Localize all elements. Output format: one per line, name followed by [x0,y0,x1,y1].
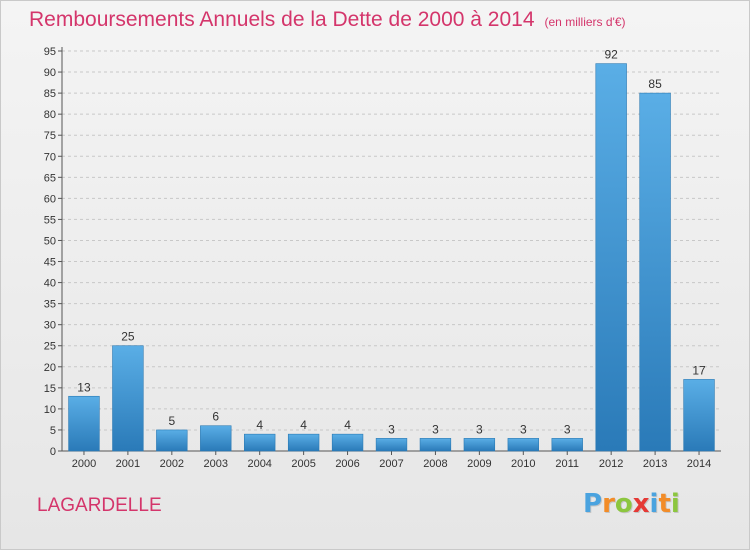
bar-2011 [551,438,583,452]
data-label-2006: 4 [344,418,351,432]
data-label-2011: 3 [564,422,571,436]
proxiti-logo: Proxiti [583,489,680,519]
chart-subtitle: (en milliers d'€) [544,15,626,29]
bar-2002 [156,429,188,452]
logo-letter: r [602,489,615,519]
data-label-2013: 85 [648,77,662,91]
bar-2009 [463,438,496,452]
data-label-2008: 3 [432,422,439,436]
data-label-2009: 3 [476,422,483,436]
x-tick-label: 2005 [291,458,315,470]
chart-title-line: Remboursements Annuels de la Dette de 20… [29,8,626,32]
y-tick-label: 80 [44,109,56,121]
x-tick-label: 2001 [116,458,140,470]
y-tick-label: 70 [44,151,56,163]
x-tick-label: 2009 [467,458,491,470]
data-label-2002: 5 [168,414,175,428]
x-tick-label: 2012 [599,458,623,470]
logo-letter: i [670,489,680,519]
y-tick-label: 25 [44,341,56,353]
bar-2012 [595,63,627,452]
data-label-2005: 4 [300,418,307,432]
x-tick-label: 2008 [423,458,447,470]
data-label-2001: 25 [121,330,135,344]
data-label-2000: 13 [77,380,91,394]
y-tick-label: 55 [44,214,56,226]
bar-2007 [375,438,408,452]
y-tick-label: 0 [50,446,56,458]
commune-name: LAGARDELLE [37,495,162,516]
y-tick-label: 20 [44,362,56,374]
data-labels: 13 25 5 6 4 4 4 3 3 3 3 3 92 85 17 [77,48,706,437]
bars [68,63,715,452]
bar-2010 [507,438,539,452]
y-tick-label: 60 [44,193,56,205]
x-tick-label: 2004 [247,458,271,470]
axes: 0510152025303540455055606570758085909520… [44,46,721,470]
y-tick-label: 45 [44,257,56,269]
x-tick-label: 2000 [72,458,96,470]
logo-letter: o [614,489,633,519]
data-label-2004: 4 [256,418,263,432]
x-tick-label: 2011 [555,458,579,470]
y-tick-label: 10 [44,404,56,416]
y-tick-label: 90 [44,67,56,79]
logo-letter: t [658,489,671,519]
data-label-2003: 6 [212,410,219,424]
y-tick-label: 30 [44,320,56,332]
y-tick-label: 40 [44,278,56,290]
logo-letter: P [583,489,603,519]
bar-2013 [639,92,671,452]
bar-2005 [287,433,320,452]
x-tick-label: 2002 [160,458,184,470]
x-tick-label: 2014 [687,458,711,470]
bar-2008 [419,438,452,452]
y-tick-label: 65 [44,172,56,184]
logo-letter: i [649,489,659,519]
x-tick-label: 2007 [379,458,403,470]
y-tick-label: 95 [44,46,56,58]
bar-2001 [112,345,144,452]
x-tick-label: 2006 [335,458,359,470]
y-tick-label: 5 [50,425,56,437]
data-label-2010: 3 [520,422,527,436]
x-tick-label: 2013 [643,458,667,470]
bar-2006 [331,433,364,452]
y-tick-label: 15 [44,383,56,395]
data-label-2012: 92 [604,48,618,62]
bar-2004 [244,433,276,452]
bar-2003 [200,425,232,452]
y-tick-label: 85 [44,88,56,100]
y-tick-label: 75 [44,130,56,142]
logo-letter: x [632,489,650,519]
grid-lines [62,50,721,452]
x-tick-label: 2010 [511,458,535,470]
data-label-2007: 3 [388,422,395,436]
bar-2000 [68,395,100,452]
x-tick-label: 2003 [204,458,228,470]
y-tick-label: 35 [44,299,56,311]
y-tick-label: 50 [44,235,56,247]
chart-title: Remboursements Annuels de la Dette de 20… [29,8,535,31]
bar-2014 [683,379,715,452]
data-label-2014: 17 [692,363,706,377]
